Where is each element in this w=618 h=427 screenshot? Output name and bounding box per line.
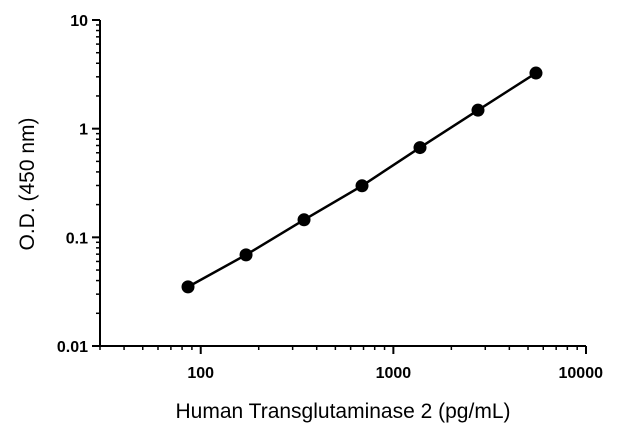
data-point (239, 248, 253, 262)
x-tick-label: 10000 (559, 365, 604, 382)
data-point (297, 213, 311, 227)
y-tick-label: 0.01 (57, 339, 88, 356)
x-tick-label: 1000 (376, 365, 412, 382)
data-point (355, 179, 369, 193)
data-point (413, 141, 427, 155)
x-axis-title: Human Transglutaminase 2 (pg/mL) (176, 400, 511, 423)
data-point (471, 103, 485, 117)
y-tick-label: 0.1 (66, 230, 88, 247)
y-axis-title: O.D. (450 nm) (16, 117, 39, 250)
data-point (181, 280, 195, 294)
x-axis: 100 1000 10000 (99, 345, 604, 382)
y-axis: 10 1 0.1 0.01 (57, 13, 101, 356)
data-point (529, 66, 543, 80)
y-tick-label: 1 (79, 122, 88, 139)
x-tick-label: 100 (187, 365, 214, 382)
y-tick-label: 10 (70, 13, 88, 30)
